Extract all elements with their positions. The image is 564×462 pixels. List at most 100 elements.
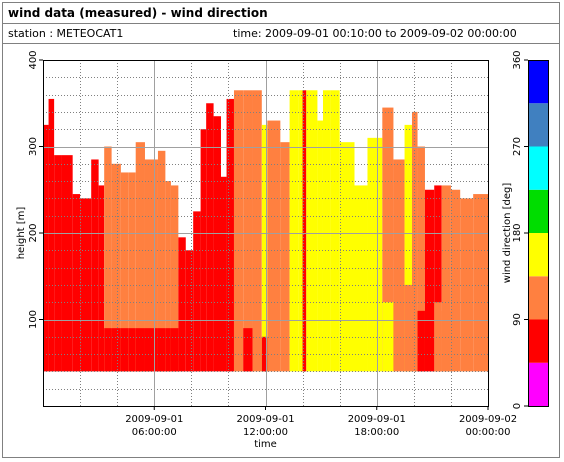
heatmap-cell: [322, 90, 331, 372]
heatmap-cell: [417, 310, 425, 372]
heatmap-cell: [72, 194, 81, 372]
heatmap-cell: [206, 103, 214, 372]
y-axis-label: height [m]: [16, 207, 27, 260]
x-tick-label-date: 2009-09-01: [348, 414, 406, 425]
colorbar-bin: [528, 362, 548, 406]
heatmap-cell: [98, 185, 105, 372]
info-bar: station : METEOCAT1 time: 2009-09-01 00:…: [3, 24, 559, 44]
colorbar-bin: [528, 189, 548, 233]
heatmap-cell: [128, 328, 136, 372]
heatmap-cell: [48, 98, 55, 372]
heatmap-cell: [91, 159, 99, 372]
heatmap-cell: [54, 155, 62, 372]
heatmap-cell: [111, 328, 121, 372]
heatmap-cell: [165, 181, 171, 372]
heatmap-cell: [450, 189, 461, 372]
heatmap-cell: [404, 284, 412, 372]
colorbar-bin: [528, 103, 548, 147]
x-axis-label: time: [254, 439, 277, 450]
heatmap-cell: [178, 237, 186, 372]
y-tick-label: 100: [28, 310, 39, 329]
heatmap-cell: [302, 90, 307, 372]
heatmap-cell: [261, 124, 268, 372]
heatmap-cell: [170, 185, 179, 372]
x-tick-label-date: 2009-09-01: [236, 414, 294, 425]
chart-title: wind data (measured) - wind direction: [8, 6, 268, 20]
heatmap-cell: [434, 185, 442, 372]
heatmap-cell: [267, 120, 281, 372]
heatmap-cell: [306, 90, 318, 372]
heatmap-cell: [424, 189, 435, 372]
heatmap-cell: [280, 142, 290, 372]
heatmap-cell: [233, 90, 244, 372]
colorbar-tick-label: 0: [512, 403, 523, 409]
heatmap-cell: [128, 172, 136, 372]
colorbar-frame: [528, 60, 549, 407]
x-tick-label-time: 18:00:00: [354, 427, 399, 438]
y-tick-label: 200: [28, 223, 39, 242]
heatmap-cell: [61, 155, 73, 372]
heatmap-cell: [261, 336, 268, 372]
heatmap-cell: [144, 328, 158, 372]
heatmap-cell: [157, 150, 166, 372]
colorbar-tick-label: 360: [512, 50, 523, 69]
heatmap-cell: [441, 310, 451, 372]
heatmap-cell: [317, 120, 323, 372]
heatmap-cell: [473, 194, 488, 372]
heatmap-cell: [120, 172, 129, 372]
heatmap-cell: [104, 328, 112, 372]
heatmap-cell: [460, 198, 474, 372]
colorbar-tick-label: 90: [512, 313, 523, 326]
heatmap-cell: [411, 111, 418, 372]
heatmap-cell: [200, 129, 207, 372]
heatmap-cell: [157, 328, 166, 372]
heatmap-cell: [404, 124, 412, 372]
x-tick-label-time: 06:00:00: [132, 427, 177, 438]
colorbar-tick-label: 270: [512, 137, 523, 156]
y-tick-label: 400: [28, 50, 39, 69]
heatmap-cell: [382, 107, 394, 372]
station-label: station : METEOCAT1: [8, 27, 124, 40]
heatmap-cell: [43, 124, 49, 372]
heatmap-cell: [339, 142, 355, 372]
x-tick-label-date: 2009-09-01: [125, 414, 183, 425]
colorbar-bin: [528, 146, 548, 190]
heatmap-cell: [213, 116, 221, 372]
heatmap-cell: [120, 328, 129, 372]
heatmap-cell: [289, 90, 299, 372]
title-bar: wind data (measured) - wind direction: [3, 3, 559, 24]
colorbar-bin: [528, 60, 548, 104]
heatmap-cell: [165, 328, 171, 372]
y-tick-label: 300: [28, 137, 39, 156]
x-tick-label-time: 12:00:00: [243, 427, 288, 438]
heatmap-cell: [80, 198, 92, 372]
heatmap-cell: [243, 328, 253, 372]
heatmap-cell: [135, 328, 145, 372]
colorbar-label: wind direction [deg]: [502, 183, 513, 284]
heatmap-cell: [193, 211, 201, 372]
heatmap-cell: [221, 176, 227, 372]
heatmap-cell: [111, 163, 121, 372]
heatmap-cell: [354, 185, 368, 372]
heatmap-cell: [417, 146, 425, 372]
heatmap-cell: [170, 328, 179, 372]
heatmap-cell: [252, 90, 262, 372]
x-tick-label-time: 00:00:00: [466, 427, 511, 438]
heatmap-cell: [104, 146, 112, 372]
x-tick-label-date: 2009-09-02: [459, 414, 517, 425]
heatmap-cell: [185, 250, 194, 372]
heatmap-cell: [434, 302, 442, 372]
heatmap-cell: [367, 137, 383, 372]
heatmap-cell: [226, 98, 234, 372]
heatmap-cell: [382, 302, 394, 372]
heatmap-cell: [243, 90, 253, 372]
heatmap-cell: [441, 185, 451, 372]
time-range-label: time: 2009-09-01 00:10:00 to 2009-09-02 …: [233, 27, 517, 40]
colorbar-bin: [528, 276, 548, 320]
colorbar-bin: [528, 233, 548, 277]
colorbar-bin: [528, 319, 548, 363]
heatmap-cell: [393, 159, 405, 372]
heatmap-cell: [135, 142, 145, 372]
heatmap-cell: [330, 90, 340, 372]
